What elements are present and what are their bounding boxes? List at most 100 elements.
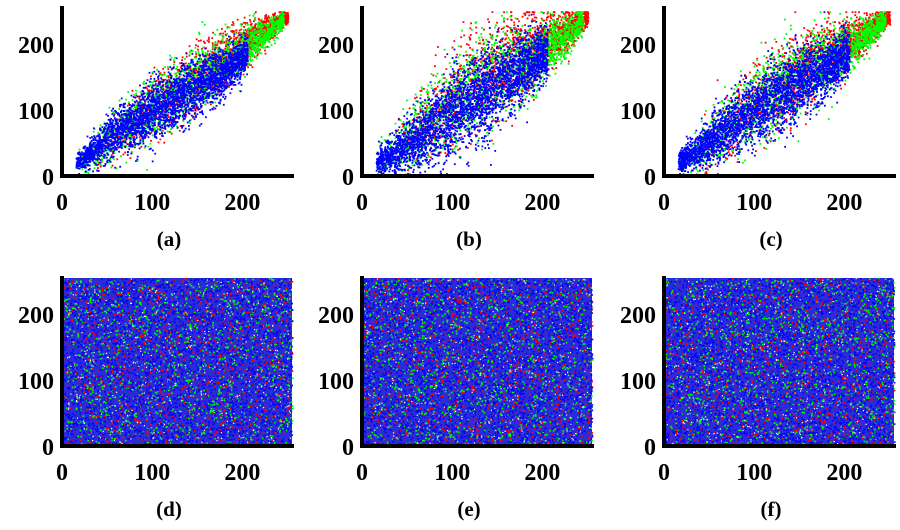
data-point xyxy=(145,127,148,130)
data-point xyxy=(135,113,137,115)
data-point xyxy=(252,34,255,36)
data-point xyxy=(249,49,251,52)
data-point xyxy=(201,21,204,23)
data-point xyxy=(255,44,258,47)
data-point xyxy=(122,115,125,117)
data-point xyxy=(145,134,148,137)
data-point xyxy=(147,109,150,111)
data-point xyxy=(282,19,285,22)
data-point xyxy=(274,42,276,45)
data-point xyxy=(193,116,196,119)
data-point xyxy=(211,42,214,45)
data-point xyxy=(263,23,266,26)
data-point xyxy=(277,26,279,29)
data-point xyxy=(131,99,134,101)
data-point xyxy=(222,32,225,35)
data-point xyxy=(175,86,178,89)
data-point xyxy=(152,93,155,96)
data-point xyxy=(249,28,252,31)
data-point xyxy=(199,65,202,68)
data-point xyxy=(179,125,182,127)
data-point xyxy=(259,21,262,24)
data-point xyxy=(113,113,116,115)
data-point xyxy=(206,39,209,42)
data-point xyxy=(226,45,229,48)
data-point xyxy=(155,80,158,82)
data-point xyxy=(276,19,278,22)
data-point xyxy=(218,91,220,94)
data-point xyxy=(99,124,102,127)
data-point xyxy=(165,121,167,123)
data-point xyxy=(114,166,117,169)
data-point xyxy=(258,40,261,43)
data-point xyxy=(152,149,154,152)
data-point xyxy=(235,32,238,35)
data-point xyxy=(248,33,251,36)
data-point xyxy=(224,47,227,50)
data-point xyxy=(122,136,125,139)
data-point xyxy=(82,166,85,168)
data-point xyxy=(118,115,121,117)
data-point xyxy=(206,57,208,60)
data-point xyxy=(126,104,129,107)
data-point xyxy=(168,79,170,81)
data-point xyxy=(243,42,246,44)
data-point xyxy=(108,123,110,126)
data-point xyxy=(217,52,220,55)
data-point xyxy=(207,59,210,61)
data-point xyxy=(189,67,192,69)
data-point xyxy=(197,45,199,48)
data-point xyxy=(163,71,166,74)
data-point xyxy=(260,27,263,30)
data-point xyxy=(261,23,264,25)
data-point xyxy=(232,45,235,47)
data-point xyxy=(77,167,79,170)
data-point xyxy=(128,101,130,104)
data-point xyxy=(104,163,107,165)
data-point xyxy=(259,43,262,46)
series-blue xyxy=(75,32,249,176)
data-point xyxy=(191,73,193,76)
data-point xyxy=(156,68,158,71)
data-point xyxy=(228,45,230,47)
data-point xyxy=(161,130,164,132)
data-point xyxy=(209,50,212,53)
data-point xyxy=(228,26,231,29)
data-point xyxy=(131,89,134,92)
data-point xyxy=(248,63,250,66)
data-point xyxy=(173,72,176,75)
data-point xyxy=(281,30,284,32)
data-point xyxy=(207,97,210,99)
data-point xyxy=(264,21,267,23)
data-point xyxy=(217,66,220,69)
data-point xyxy=(245,64,248,67)
data-point xyxy=(264,17,267,19)
data-point xyxy=(129,157,132,159)
data-point xyxy=(195,53,198,55)
data-point xyxy=(131,120,134,123)
data-point xyxy=(176,70,179,73)
data-point xyxy=(158,84,161,86)
data-point xyxy=(273,17,276,19)
data-point xyxy=(156,93,159,96)
data-point xyxy=(146,169,148,171)
data-point xyxy=(263,30,266,32)
data-point xyxy=(146,87,148,90)
data-point xyxy=(285,12,287,14)
data-point xyxy=(216,29,219,31)
data-point xyxy=(188,119,191,122)
data-point xyxy=(226,27,229,30)
data-point xyxy=(253,49,256,52)
data-point xyxy=(242,34,245,36)
data-point xyxy=(281,24,284,26)
data-point xyxy=(168,97,171,100)
data-point xyxy=(228,49,230,52)
data-point xyxy=(213,44,215,47)
data-point xyxy=(150,130,153,132)
data-point xyxy=(196,67,199,70)
data-point xyxy=(156,113,158,115)
data-point xyxy=(247,35,249,38)
data-point xyxy=(244,76,246,78)
data-point xyxy=(184,102,186,105)
data-point xyxy=(239,39,242,42)
